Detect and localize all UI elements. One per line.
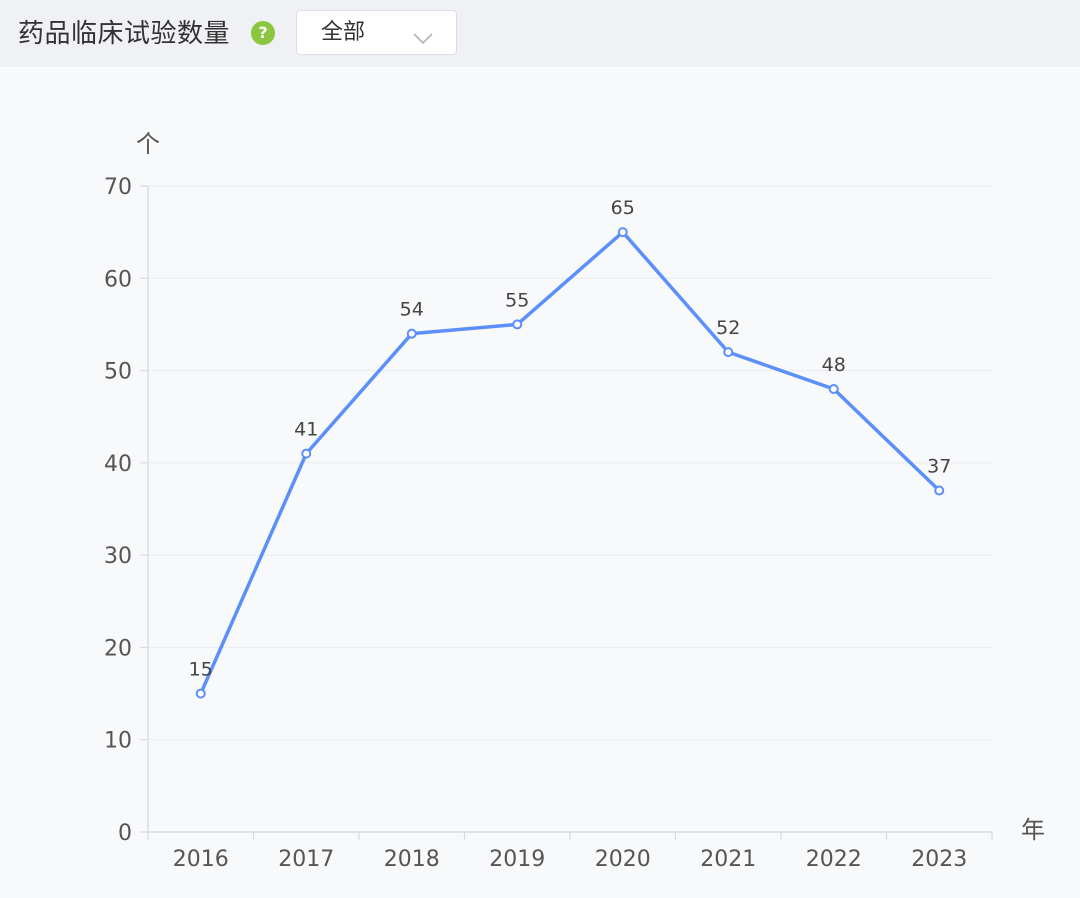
chart-area: 0 10 20 30 40 50 60 70 2016 2017 2018 2019 2020 2021 2… [0, 67, 1080, 894]
x-tick-label: 2023 [911, 847, 967, 872]
x-tick-label: 2020 [595, 847, 651, 872]
y-tick-label: 10 [104, 729, 132, 754]
y-tick-label: 60 [104, 267, 132, 292]
chart-title: 药品临床试验数量 [18, 19, 231, 49]
chevron-down-icon [413, 33, 433, 45]
data-label: 52 [716, 317, 740, 339]
question-circle-icon[interactable]: ? [251, 21, 275, 45]
y-tick-label: 20 [104, 636, 132, 661]
filter-selected-value: 全部 [321, 20, 366, 45]
y-tick-label: 40 [104, 452, 132, 477]
x-tick-label: 2017 [278, 847, 334, 872]
data-point [301, 448, 312, 459]
x-tick-label: 2021 [700, 847, 756, 872]
data-label: 41 [294, 419, 318, 441]
x-tick-label: 2018 [384, 847, 440, 872]
x-tick-label: 2019 [489, 847, 545, 872]
y-axis-unit-label: 个 [136, 130, 160, 158]
data-label: 54 [400, 299, 424, 321]
y-tick-label: 0 [118, 821, 132, 846]
data-point [195, 688, 206, 699]
y-tick-label: 50 [104, 360, 132, 385]
data-label: 37 [927, 456, 951, 478]
data-point [406, 328, 417, 339]
chart-header: 药品临床试验数量 ? 全部 [0, 0, 1080, 67]
x-axis-unit-label: 年 [1021, 816, 1045, 844]
data-point [617, 227, 628, 238]
x-tick-label: 2022 [806, 847, 862, 872]
data-label: 15 [189, 659, 213, 681]
data-label: 48 [822, 354, 846, 376]
data-point [512, 319, 523, 330]
line-chart: 0 10 20 30 40 50 60 70 2016 2017 2018 2019 2020 2021 2… [104, 130, 1045, 872]
x-tick-label: 2016 [173, 847, 229, 872]
y-tick-label: 30 [104, 544, 132, 569]
data-point [828, 384, 839, 395]
category-filter-select[interactable]: 全部 [296, 10, 457, 55]
data-label: 65 [611, 197, 635, 219]
data-point [934, 485, 945, 496]
data-label: 55 [505, 289, 529, 311]
y-tick-label: 70 [104, 175, 132, 200]
data-point [723, 347, 734, 358]
series-line [199, 230, 941, 696]
